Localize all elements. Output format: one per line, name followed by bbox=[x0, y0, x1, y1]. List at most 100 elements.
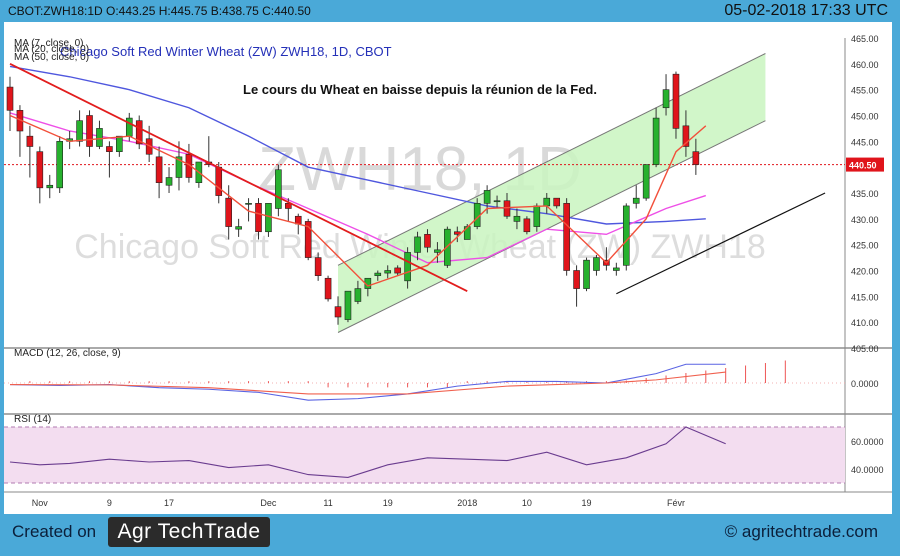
candle-body bbox=[245, 203, 252, 205]
price-tick-label: 430.00 bbox=[851, 215, 879, 225]
macd-title: MACD (12, 26, close, 9) bbox=[14, 348, 121, 359]
support-trend-line bbox=[616, 192, 826, 295]
candle-body bbox=[125, 117, 133, 137]
candle-body bbox=[583, 259, 590, 289]
candle-body bbox=[255, 203, 262, 233]
time-tick-label: 9 bbox=[107, 498, 112, 508]
price-tick-label: 415.00 bbox=[851, 292, 879, 302]
candle-body bbox=[414, 236, 421, 253]
last-price-label: 440.50 bbox=[849, 161, 877, 171]
candle-body bbox=[36, 151, 44, 189]
candle-body bbox=[434, 249, 441, 253]
candle-body bbox=[483, 190, 491, 204]
candle-body bbox=[692, 151, 700, 165]
candle-body bbox=[672, 73, 680, 129]
price-tick-label: 410.00 bbox=[851, 318, 879, 328]
candle-body bbox=[116, 135, 123, 152]
candle-body bbox=[523, 218, 531, 233]
candle-body bbox=[563, 203, 570, 271]
rsi-tick-label: 60.0000 bbox=[851, 437, 884, 447]
ma50-line bbox=[9, 65, 706, 225]
candle-body bbox=[513, 215, 521, 222]
price-tick-label: 465.00 bbox=[851, 34, 879, 44]
candle-body bbox=[344, 290, 352, 320]
price-tick-label: 435.00 bbox=[851, 189, 879, 199]
candle-body bbox=[275, 169, 282, 209]
candle-body bbox=[394, 267, 401, 274]
candle-body bbox=[453, 231, 461, 235]
candle-body bbox=[652, 117, 660, 165]
candle-body bbox=[404, 252, 411, 282]
created-on-label: Created on bbox=[12, 522, 97, 541]
series-label-ma7: MA (7, close, 0) bbox=[14, 38, 83, 49]
candle-body bbox=[56, 141, 64, 189]
time-tick-label: 2018 bbox=[457, 498, 477, 508]
candle-body bbox=[314, 257, 322, 276]
candle-body bbox=[682, 125, 690, 147]
candle-body bbox=[503, 200, 511, 217]
candle-body bbox=[573, 270, 580, 289]
candle-body bbox=[175, 156, 183, 178]
chart-title: Chicago Soft Red Winter Wheat (ZW) ZWH18… bbox=[60, 44, 392, 59]
series-label-ma20: MA (20, close, 0) bbox=[14, 44, 89, 55]
candle-body bbox=[324, 277, 332, 300]
price-tick-label: 450.00 bbox=[851, 112, 879, 122]
time-tick-label: 17 bbox=[164, 498, 174, 508]
time-tick-label: 11 bbox=[323, 498, 332, 508]
series-label-ma50: MA (50, close, 0) bbox=[14, 52, 89, 63]
annotation-text: Le cours du Wheat en baisse depuis la ré… bbox=[243, 82, 597, 97]
time-tick-label: 19 bbox=[383, 498, 393, 508]
macd-signal-line bbox=[9, 371, 726, 395]
candle-body bbox=[304, 221, 312, 258]
candle-body bbox=[632, 197, 640, 204]
candle-body bbox=[543, 197, 551, 207]
time-tick-label: Févr bbox=[667, 498, 685, 508]
ma7-line bbox=[9, 114, 707, 287]
candle-body bbox=[473, 203, 481, 227]
channel-upper-line bbox=[337, 53, 766, 266]
candle-body bbox=[46, 184, 54, 189]
candle-body bbox=[533, 205, 541, 227]
time-tick-label: Dec bbox=[260, 498, 277, 508]
candle-body bbox=[384, 270, 392, 274]
candle-body bbox=[26, 135, 34, 147]
price-tick-label: 420.00 bbox=[851, 267, 879, 277]
candle-body bbox=[165, 177, 173, 186]
rsi-tick-label: 40.0000 bbox=[851, 465, 884, 475]
rsi-line bbox=[9, 426, 726, 478]
candle-body bbox=[106, 146, 113, 152]
website-link[interactable]: © agritechtrade.com bbox=[724, 522, 878, 541]
datetime-header: 05-02-2018 17:33 UTC bbox=[724, 2, 888, 19]
candle-body bbox=[96, 128, 103, 147]
candle-body bbox=[76, 120, 83, 142]
candle-body bbox=[622, 205, 630, 266]
last-price-tag bbox=[846, 157, 884, 172]
time-tick-label: 19 bbox=[582, 498, 592, 508]
candle-body bbox=[215, 166, 223, 196]
downtrend-line bbox=[9, 63, 468, 292]
candle-body bbox=[185, 153, 193, 178]
candle-body bbox=[285, 203, 292, 209]
time-tick-label: Nov bbox=[32, 498, 49, 508]
candle-body bbox=[235, 226, 242, 230]
candle-body bbox=[662, 89, 670, 109]
candle-body bbox=[334, 306, 342, 318]
price-tick-label: 405.00 bbox=[851, 344, 879, 354]
rsi-band bbox=[4, 427, 845, 483]
candle-body bbox=[86, 115, 93, 147]
candle-body bbox=[613, 267, 620, 271]
agritechtrade-logo[interactable]: Agr TechTrade bbox=[108, 517, 270, 547]
price-tick-label: 455.00 bbox=[851, 86, 879, 96]
quote-header: CBOT:ZWH18:1D O:443.25 H:445.75 B:438.75… bbox=[8, 4, 311, 18]
rsi-title: RSI (14) bbox=[14, 414, 51, 425]
candle-body bbox=[424, 234, 431, 248]
candle-body bbox=[225, 197, 232, 227]
candle-body bbox=[265, 203, 272, 233]
price-tick-label: 425.00 bbox=[851, 241, 879, 251]
candle-body bbox=[593, 257, 600, 271]
candle-body bbox=[6, 86, 14, 111]
candle-body bbox=[155, 156, 163, 183]
price-tick-label: 460.00 bbox=[851, 60, 879, 70]
